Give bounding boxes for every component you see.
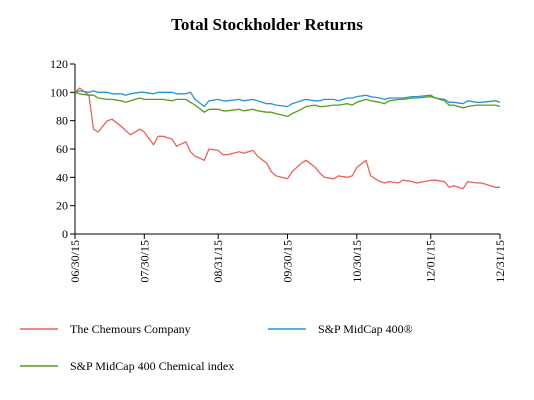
y-tick-label: 40	[56, 170, 68, 184]
legend-label-3: S&P MidCap 400 Chemical index	[70, 359, 234, 373]
y-tick-label: 120	[50, 57, 68, 71]
x-tick-label: 07/30/15	[137, 240, 151, 283]
x-tick-label: 12/01/15	[424, 240, 438, 283]
x-tick-label: 09/30/15	[281, 240, 295, 283]
y-tick-label: 80	[56, 114, 68, 128]
series-line-2	[74, 90, 501, 108]
x-tick-label: 12/31/15	[493, 240, 507, 283]
y-axis-ticks: 0 20 40 60 80 100 120	[50, 57, 75, 241]
y-tick-label: 60	[56, 142, 68, 156]
legend-label-2: S&P MidCap 400®	[318, 322, 413, 336]
x-tick-label: 06/30/15	[68, 240, 82, 283]
x-tick-label: 10/30/15	[350, 240, 364, 283]
y-tick-label: 0	[62, 227, 68, 241]
legend: The Chemours Company S&P MidCap 400® S&P M…	[20, 322, 413, 373]
series-lines	[74, 87, 501, 190]
y-tick-label: 100	[50, 85, 68, 99]
series-line-3	[74, 91, 501, 118]
chart-title: Total Stockholder Returns	[171, 15, 363, 34]
x-tick-label: 08/31/15	[211, 240, 225, 283]
y-tick-label: 20	[56, 199, 68, 213]
x-axis-ticks: 06/30/15 07/30/15 08/31/15 09/30/15 10/30/15…	[68, 234, 507, 283]
series-line-1	[74, 87, 500, 190]
legend-label-1: The Chemours Company	[70, 322, 191, 336]
